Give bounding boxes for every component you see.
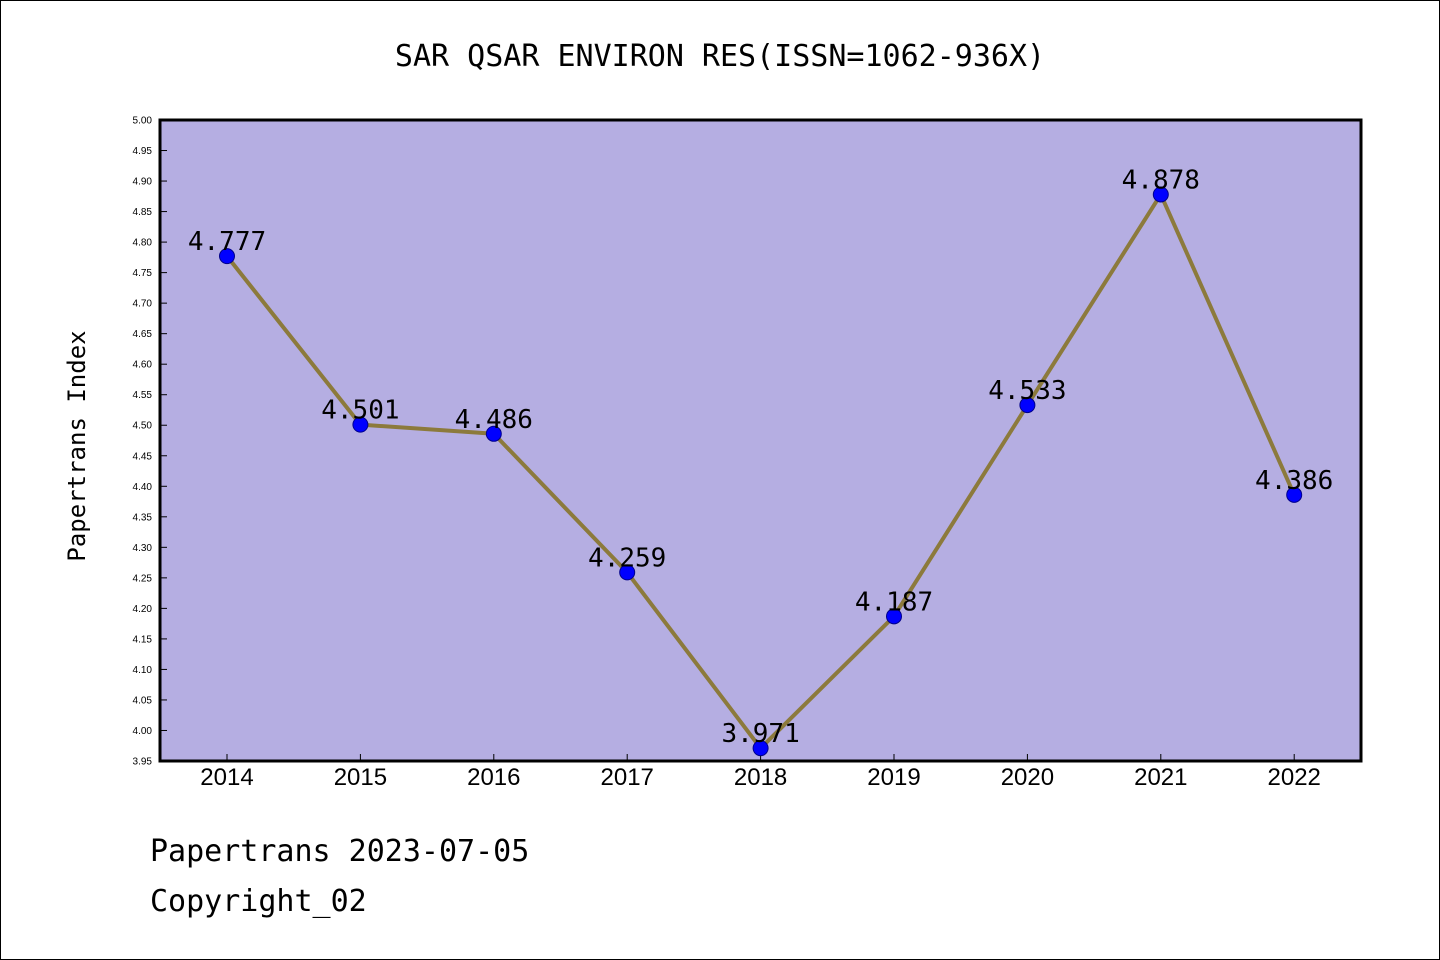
y-tick-label: 4.80 (133, 238, 153, 249)
y-tick-label: 4.00 (133, 726, 153, 737)
chart-title: SAR QSAR ENVIRON RES(ISSN=1062-936X) (395, 39, 1045, 74)
x-tick-label: 2016 (467, 764, 520, 791)
y-tick-label: 4.15 (133, 634, 153, 645)
data-label: 4.486 (455, 405, 533, 435)
x-tick-label: 2020 (1001, 764, 1054, 791)
footer-copyright: Copyright_02 (150, 884, 367, 919)
y-tick-label: 4.85 (133, 207, 153, 218)
y-axis-ticks: 3.95 4.00 4.05 4.10 4.15 4.20 4.25 4.30 4.35 4.40… (133, 116, 167, 768)
x-tick-label: 2019 (867, 764, 920, 791)
y-tick-label: 4.55 (133, 390, 153, 401)
data-label: 4.878 (1122, 165, 1200, 195)
data-label: 3.971 (721, 719, 799, 749)
y-axis-label: Papertrans Index (63, 330, 91, 561)
footer-date: Papertrans 2023-07-05 (150, 834, 530, 869)
data-label: 4.777 (188, 227, 266, 257)
data-label: 4.386 (1255, 466, 1333, 496)
x-tick-label: 2014 (200, 764, 253, 791)
data-point (1152, 186, 1169, 203)
y-tick-label: 4.60 (133, 360, 153, 371)
y-tick-label: 4.50 (133, 421, 153, 432)
x-tick-label: 2017 (601, 764, 654, 791)
y-tick-label: 4.05 (133, 695, 153, 706)
y-tick-label: 3.95 (133, 757, 153, 768)
y-tick-label: 4.70 (133, 299, 153, 310)
data-point (219, 248, 235, 265)
data-label: 4.501 (321, 396, 399, 426)
data-point (619, 564, 636, 581)
data-label: 4.187 (855, 587, 933, 617)
x-axis-ticks: 2014 2015 2016 2017 2018 2019 2020 2021 2022 (200, 754, 1321, 791)
y-tick-label: 4.75 (133, 268, 153, 279)
data-label: 4.259 (588, 543, 666, 573)
x-tick-label: 2022 (1268, 764, 1321, 791)
data-markers (219, 186, 1303, 757)
y-tick-label: 4.65 (133, 329, 153, 340)
y-tick-label: 5.00 (133, 116, 153, 127)
x-tick-label: 2015 (334, 764, 387, 791)
data-labels: 4.777 4.501 4.486 4.259 3.971 4.187 4.533 4.878… (188, 165, 1333, 749)
y-tick-label: 4.90 (133, 177, 153, 188)
data-point (1019, 397, 1036, 414)
data-point (886, 608, 902, 625)
y-tick-label: 4.45 (133, 451, 153, 462)
data-label: 4.533 (988, 376, 1066, 406)
y-tick-label: 4.20 (133, 604, 153, 615)
y-tick-label: 4.35 (133, 512, 153, 523)
x-tick-label: 2018 (734, 764, 787, 791)
y-tick-label: 4.25 (133, 573, 153, 584)
data-point (1286, 486, 1303, 503)
y-tick-label: 4.95 (133, 146, 153, 157)
x-tick-label: 2021 (1134, 764, 1187, 791)
y-tick-label: 4.40 (133, 482, 153, 493)
data-point (352, 416, 369, 433)
data-point (485, 425, 502, 442)
y-tick-label: 4.10 (133, 665, 153, 676)
plot-area (158, 118, 1363, 763)
data-point (752, 740, 769, 757)
y-tick-label: 4.30 (133, 543, 153, 554)
